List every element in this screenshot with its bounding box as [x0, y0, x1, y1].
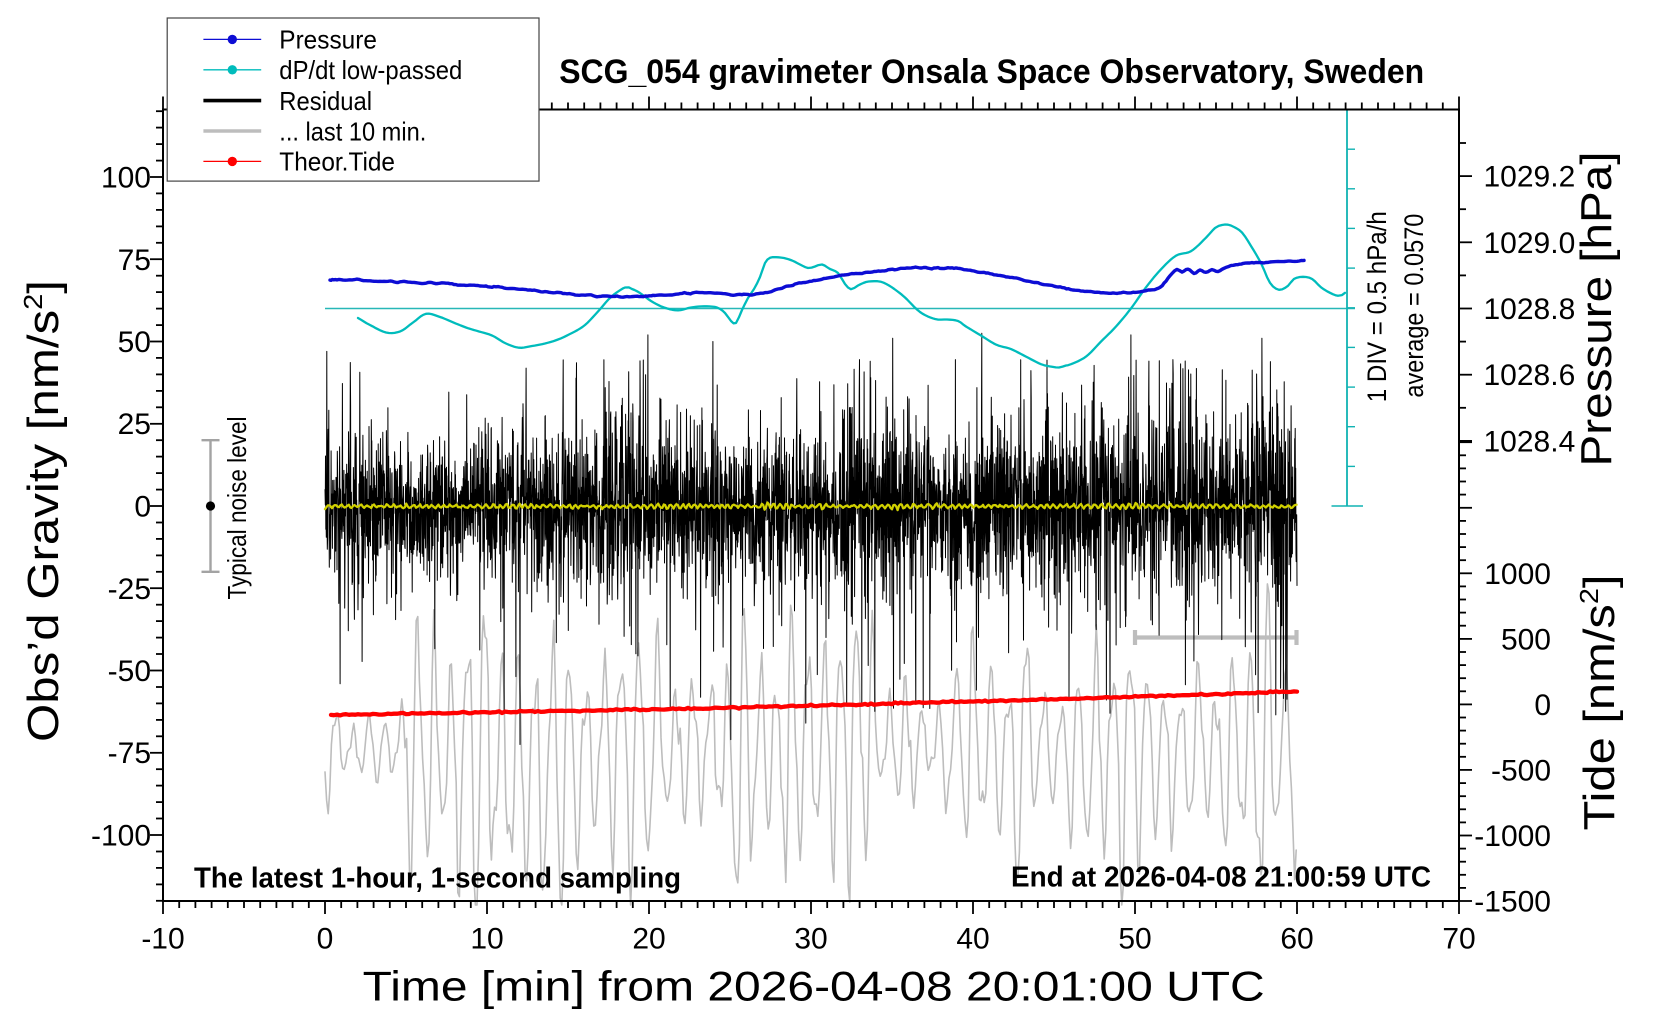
svg-text:500: 500	[1501, 623, 1551, 656]
svg-text:1028.6: 1028.6	[1484, 359, 1576, 392]
svg-text:-500: -500	[1491, 754, 1551, 787]
svg-text:-25: -25	[108, 573, 151, 606]
svg-text:75: 75	[118, 244, 151, 277]
svg-text:Residual: Residual	[279, 86, 372, 116]
svg-text:1028.8: 1028.8	[1484, 293, 1576, 326]
svg-text:-10: -10	[141, 923, 184, 956]
svg-text:1029.0: 1029.0	[1484, 227, 1576, 260]
svg-text:-100: -100	[91, 820, 151, 853]
svg-text:-75: -75	[108, 737, 151, 770]
svg-text:50: 50	[118, 326, 151, 359]
svg-text:Pressure: Pressure	[279, 25, 377, 55]
svg-text:40: 40	[956, 923, 989, 956]
svg-text:-1500: -1500	[1474, 886, 1551, 919]
svg-text:... last 10 min.: ... last 10 min.	[279, 116, 426, 146]
svg-text:50: 50	[1118, 923, 1151, 956]
svg-text:0: 0	[134, 491, 151, 524]
svg-text:Theor.Tide: Theor.Tide	[279, 147, 395, 177]
svg-text:-1000: -1000	[1474, 820, 1551, 853]
svg-text:10: 10	[470, 923, 503, 956]
svg-text:70: 70	[1442, 923, 1475, 956]
svg-text:average = 0.0570: average = 0.0570	[1399, 214, 1429, 398]
svg-text:SCG_054 gravimeter Onsala Spac: SCG_054 gravimeter Onsala Space Observat…	[559, 53, 1424, 91]
svg-text:30: 30	[794, 923, 827, 956]
svg-text:1000: 1000	[1484, 558, 1551, 591]
svg-text:1028.4: 1028.4	[1484, 425, 1576, 458]
svg-text:1 DIV = 0.5 hPa/h: 1 DIV = 0.5 hPa/h	[1362, 211, 1392, 402]
svg-text:20: 20	[632, 923, 665, 956]
svg-text:100: 100	[101, 162, 151, 195]
svg-text:Time [min] from 2026-04-08 20:: Time [min] from 2026-04-08 20:01:00 UTC	[363, 962, 1265, 1009]
svg-text:End at 2026-04-08 21:00:59 UTC: End at 2026-04-08 21:00:59 UTC	[1011, 862, 1431, 894]
svg-text:dP/dt low-passed: dP/dt low-passed	[279, 55, 462, 85]
svg-text:0: 0	[317, 923, 334, 956]
svg-text:25: 25	[118, 408, 151, 441]
svg-text:1029.2: 1029.2	[1484, 161, 1576, 194]
svg-text:Tide [nm/s2]: Tide [nm/s2]	[1574, 575, 1624, 831]
svg-text:Pressure [hPa]: Pressure [hPa]	[1572, 152, 1621, 467]
svg-text:60: 60	[1280, 923, 1313, 956]
svg-text:-50: -50	[108, 655, 151, 688]
svg-text:Obs’d Gravity [nm/s2]: Obs’d Gravity [nm/s2]	[18, 280, 68, 742]
svg-text:Typical noise level: Typical noise level	[222, 417, 252, 600]
svg-text:The latest 1-hour, 1-second sa: The latest 1-hour, 1-second sampling	[194, 863, 681, 895]
svg-text:0: 0	[1534, 689, 1551, 722]
